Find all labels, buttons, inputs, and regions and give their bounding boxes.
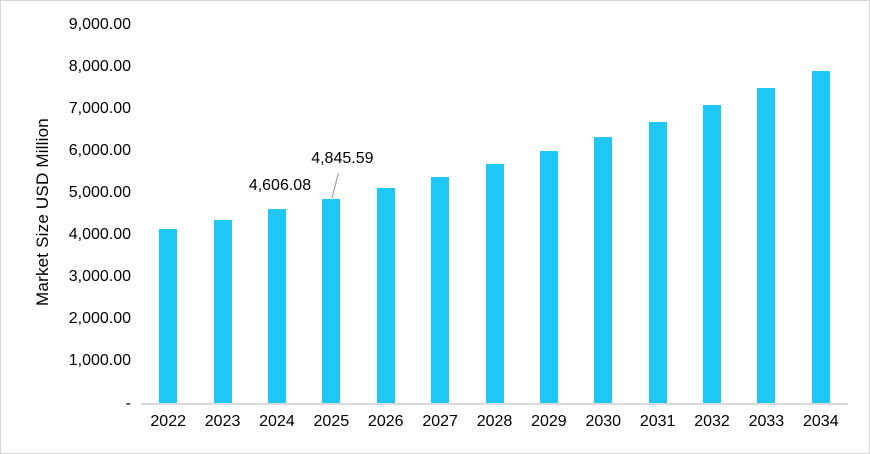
bar-2034 <box>811 71 830 403</box>
x-tick-label-2031: 2031 <box>639 413 676 430</box>
bar-2024 <box>267 209 286 403</box>
bar-2026 <box>376 188 395 403</box>
y-tick-label: 7,000.00 <box>68 100 131 118</box>
bar-2032 <box>703 105 722 403</box>
x-tick-label-2032: 2032 <box>694 413 730 430</box>
data-label-2024: 4,606.08 <box>248 177 312 195</box>
bar-2029 <box>539 151 558 403</box>
x-tick-label-2029: 2029 <box>531 413 567 430</box>
y-tick-label: 5,000.00 <box>68 184 131 202</box>
y-tick-label: 9,000.00 <box>68 15 131 33</box>
bar-2033 <box>757 88 776 403</box>
x-tick-label-2022: 2022 <box>150 413 186 430</box>
x-tick-label-2023: 2023 <box>204 413 241 430</box>
y-tick-label: 6,000.00 <box>68 142 131 160</box>
y-tick-label: 1,000.00 <box>68 352 131 370</box>
bar-2030 <box>594 136 613 403</box>
x-tick-label-2034: 2034 <box>803 413 839 430</box>
x-tick-label-2026: 2026 <box>367 413 404 430</box>
x-tick-label-2030: 2030 <box>585 413 622 430</box>
x-tick-label-2024: 2024 <box>259 413 295 430</box>
bar-2031 <box>648 122 667 403</box>
x-axis-line <box>141 403 848 405</box>
x-tick-label-2025: 2025 <box>313 413 350 430</box>
y-tick-label: 4,000.00 <box>68 226 131 244</box>
y-tick-label: 8,000.00 <box>68 57 131 75</box>
data-label-2025: 4,845.59 <box>311 150 374 168</box>
bar-2027 <box>431 176 450 403</box>
y-tick-label: 3,000.00 <box>68 268 131 286</box>
y-tick-label: - <box>125 394 131 412</box>
bar-2025 <box>322 199 341 403</box>
x-tick-label-2033: 2033 <box>748 413 785 430</box>
x-tick-label-2028: 2028 <box>476 413 513 430</box>
y-tick-label: 2,000.00 <box>68 310 131 328</box>
bar-2022 <box>159 229 178 403</box>
bar-2028 <box>485 164 504 403</box>
x-tick-label-2027: 2027 <box>422 413 458 430</box>
bar-2023 <box>213 219 232 403</box>
